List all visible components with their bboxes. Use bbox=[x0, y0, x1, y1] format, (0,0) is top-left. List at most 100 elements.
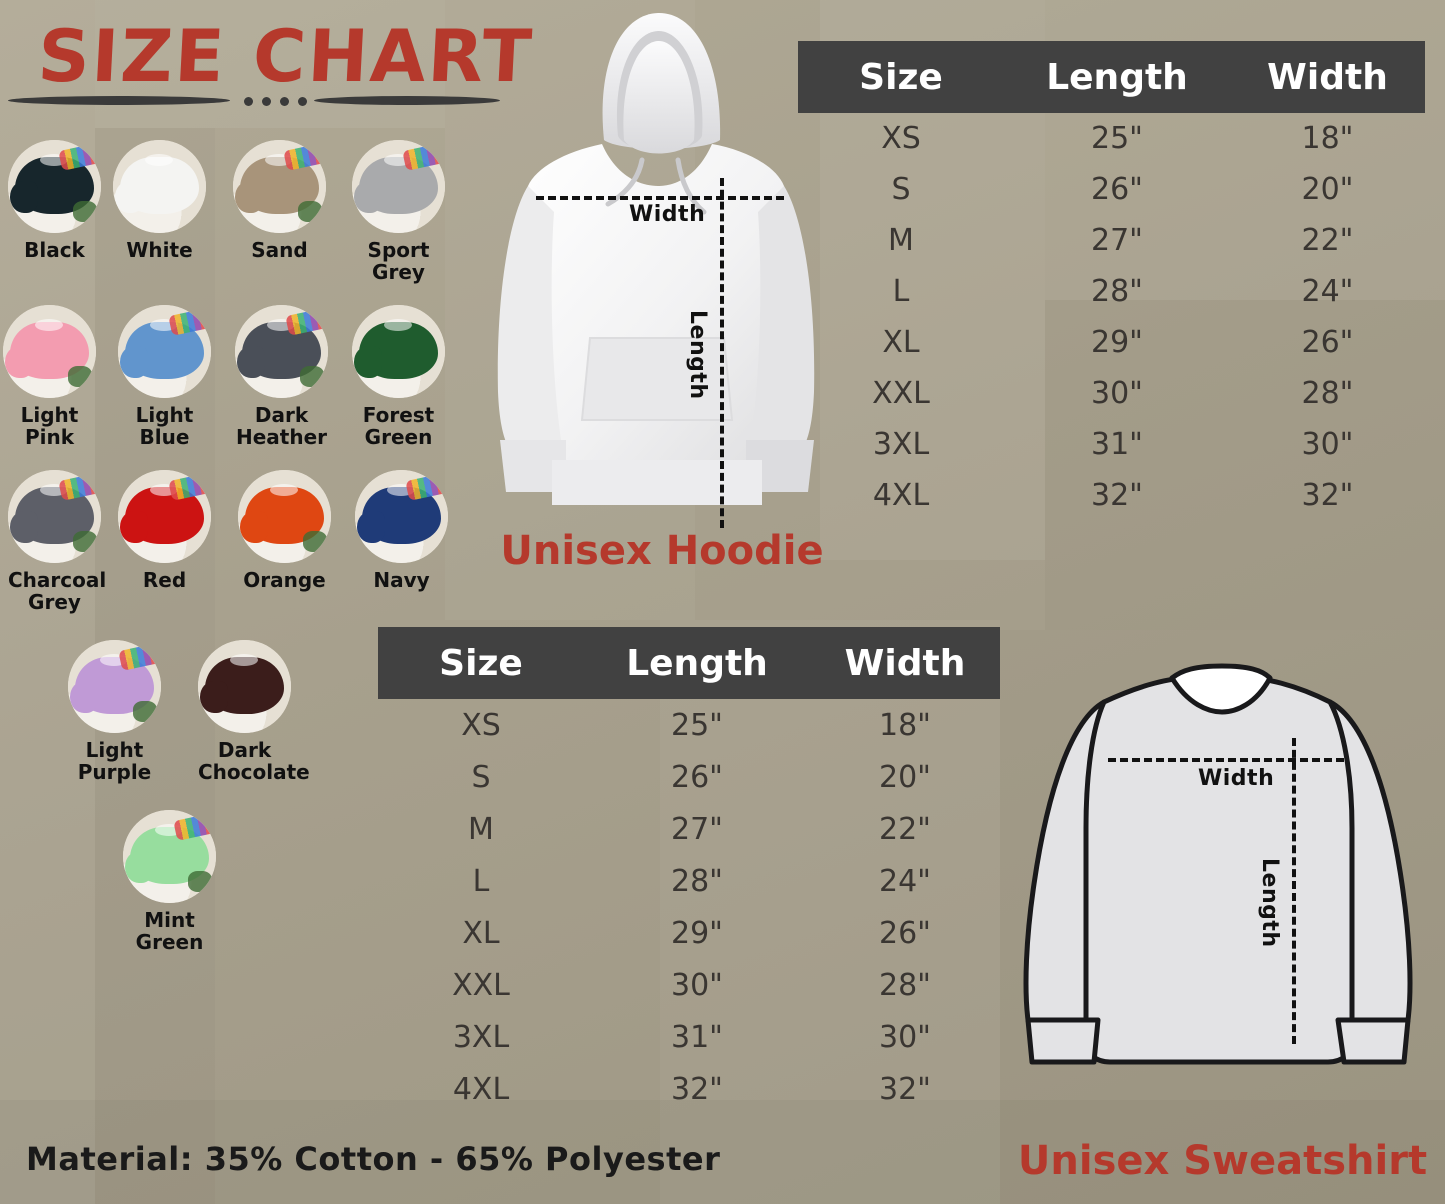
table-cell: 4XL bbox=[872, 478, 930, 513]
table-row: S 26" 20" bbox=[378, 751, 1000, 803]
unisex-hoodie-caption: Unisex Hoodie bbox=[500, 528, 824, 574]
table-header-cell: Size bbox=[439, 642, 523, 684]
swatch-garment-sleeve bbox=[119, 345, 148, 378]
table-cell: 26" bbox=[879, 915, 931, 951]
swatch-garment-sleeve bbox=[4, 345, 33, 378]
swatch-image bbox=[113, 140, 206, 233]
table-cell: 25" bbox=[671, 707, 723, 743]
color-swatch-label-line: Heather bbox=[235, 425, 328, 449]
table-row: S 26" 20" bbox=[798, 164, 1425, 215]
table-row: 3XL 31" 30" bbox=[378, 1011, 1000, 1063]
color-swatch-red[interactable]: Red bbox=[118, 470, 211, 591]
table-row: XXL 30" 28" bbox=[378, 959, 1000, 1011]
table-cell: L bbox=[472, 863, 490, 899]
table-cell: 29" bbox=[671, 915, 723, 951]
color-swatch-light-purple[interactable]: Light Purple bbox=[68, 640, 161, 783]
swatch-garment-sleeve bbox=[239, 510, 268, 543]
table-cell: 22" bbox=[1301, 223, 1354, 258]
table-cell: XXL bbox=[872, 376, 930, 411]
table-header-row: Size Length Width bbox=[798, 41, 1425, 113]
swatch-image bbox=[198, 640, 291, 733]
table-cell: 18" bbox=[1301, 121, 1354, 156]
color-swatch-dark-heather[interactable]: Dark Heather bbox=[235, 305, 328, 448]
table-row: XS 25" 18" bbox=[798, 113, 1425, 164]
swatch-image bbox=[238, 470, 331, 563]
swatch-garment-collar bbox=[269, 483, 298, 497]
table-cell: 20" bbox=[1301, 172, 1354, 207]
color-swatch-label-line: Mint bbox=[144, 908, 195, 932]
table-cell: 32" bbox=[1091, 478, 1143, 513]
color-swatch-label: Forest Green bbox=[352, 404, 445, 448]
color-swatch-orange[interactable]: Orange bbox=[238, 470, 331, 591]
swatch-image bbox=[355, 470, 448, 563]
hoodie-width-label: Width bbox=[629, 202, 706, 227]
table-header-cell: Size bbox=[859, 56, 943, 98]
swatch-image bbox=[8, 470, 101, 563]
color-swatch-light-blue[interactable]: Light Blue bbox=[118, 305, 211, 448]
table-row: M 27" 22" bbox=[378, 803, 1000, 855]
table-cell: XL bbox=[462, 915, 500, 951]
underline-bar-left bbox=[8, 96, 230, 105]
sweatshirt-illustration bbox=[1023, 663, 1413, 1065]
swatch-garment-sleeve bbox=[234, 180, 263, 213]
swatch-foliage-decor bbox=[73, 201, 98, 222]
color-swatch-navy[interactable]: Navy bbox=[355, 470, 448, 591]
swatch-foliage-decor bbox=[188, 871, 213, 892]
table-cell: XS bbox=[461, 707, 501, 743]
swatch-foliage-decor bbox=[303, 531, 328, 552]
color-swatch-label-line: Dark bbox=[254, 403, 309, 427]
table-cell: XS bbox=[881, 121, 921, 156]
color-swatch-charcoal-grey[interactable]: Charcoal Grey bbox=[8, 470, 107, 613]
material-note: Material: 35% Cotton - 65% Polyester bbox=[26, 1140, 721, 1178]
swatch-image bbox=[118, 470, 211, 563]
table-row: XL 29" 26" bbox=[798, 317, 1425, 368]
swatch-image bbox=[352, 305, 445, 398]
swatch-garment-sleeve bbox=[356, 510, 385, 543]
color-swatch-mint-green[interactable]: Mint Green bbox=[123, 810, 216, 953]
color-swatch-label: Mint Green bbox=[123, 909, 216, 953]
unisex-hoodie-figure: Width Length bbox=[492, 0, 822, 545]
sweatshirt-length-label: Length bbox=[1257, 858, 1282, 948]
color-swatch-label: Light Purple bbox=[68, 739, 161, 783]
color-swatch-black[interactable]: Black bbox=[8, 140, 101, 261]
color-swatch-white[interactable]: White bbox=[113, 140, 206, 261]
hoodie-length-dashed-line bbox=[720, 178, 724, 528]
table-cell: 31" bbox=[1091, 427, 1143, 462]
table-row: XS 25" 18" bbox=[378, 699, 1000, 751]
table-cell: 18" bbox=[879, 707, 931, 743]
swatch-image bbox=[118, 305, 211, 398]
table-cell: 26" bbox=[1091, 172, 1143, 207]
swatch-garment-sleeve bbox=[236, 345, 265, 378]
color-swatch-forest-green[interactable]: Forest Green bbox=[352, 305, 445, 448]
color-swatch-label-line: Forest bbox=[362, 403, 435, 427]
swatch-garment-sleeve bbox=[114, 180, 143, 213]
table-row: L 28" 24" bbox=[378, 855, 1000, 907]
title-underline-decoration bbox=[8, 92, 500, 110]
color-swatch-sand[interactable]: Sand bbox=[233, 140, 326, 261]
table-cell: 25" bbox=[1091, 121, 1143, 156]
swatch-garment-collar bbox=[383, 318, 412, 332]
table-row: 4XL 32" 32" bbox=[378, 1063, 1000, 1115]
color-swatch-label-line: Light bbox=[20, 403, 79, 427]
table-cell: 3XL bbox=[452, 1019, 510, 1055]
color-swatch-label-line: Charcoal bbox=[8, 568, 107, 592]
table-cell: XL bbox=[882, 325, 920, 360]
swatch-garment-collar bbox=[144, 153, 173, 167]
color-swatch-sport-grey[interactable]: Sport Grey bbox=[352, 140, 445, 283]
table-cell: 29" bbox=[1091, 325, 1143, 360]
color-swatch-dark-chocolate[interactable]: Dark Chocolate bbox=[198, 640, 310, 783]
swatch-image bbox=[233, 140, 326, 233]
color-swatch-label-line: Blue bbox=[139, 425, 190, 449]
size-table-sweatshirt: Size Length Width XS 25" 18" S 26" 20" M 27" 22" L 28… bbox=[378, 627, 1000, 1115]
color-swatch-label: Sport Grey bbox=[352, 239, 445, 283]
table-cell: 32" bbox=[879, 1071, 931, 1107]
color-swatch-light-pink[interactable]: Light Pink bbox=[3, 305, 96, 448]
table-cell: 31" bbox=[671, 1019, 723, 1055]
color-swatch-label-line: Orange bbox=[243, 568, 326, 592]
table-row: XL 29" 26" bbox=[378, 907, 1000, 959]
table-cell: 26" bbox=[671, 759, 723, 795]
table-cell: XXL bbox=[452, 967, 510, 1003]
table-row: XXL 30" 28" bbox=[798, 368, 1425, 419]
hoodie-illustration bbox=[497, 12, 815, 505]
